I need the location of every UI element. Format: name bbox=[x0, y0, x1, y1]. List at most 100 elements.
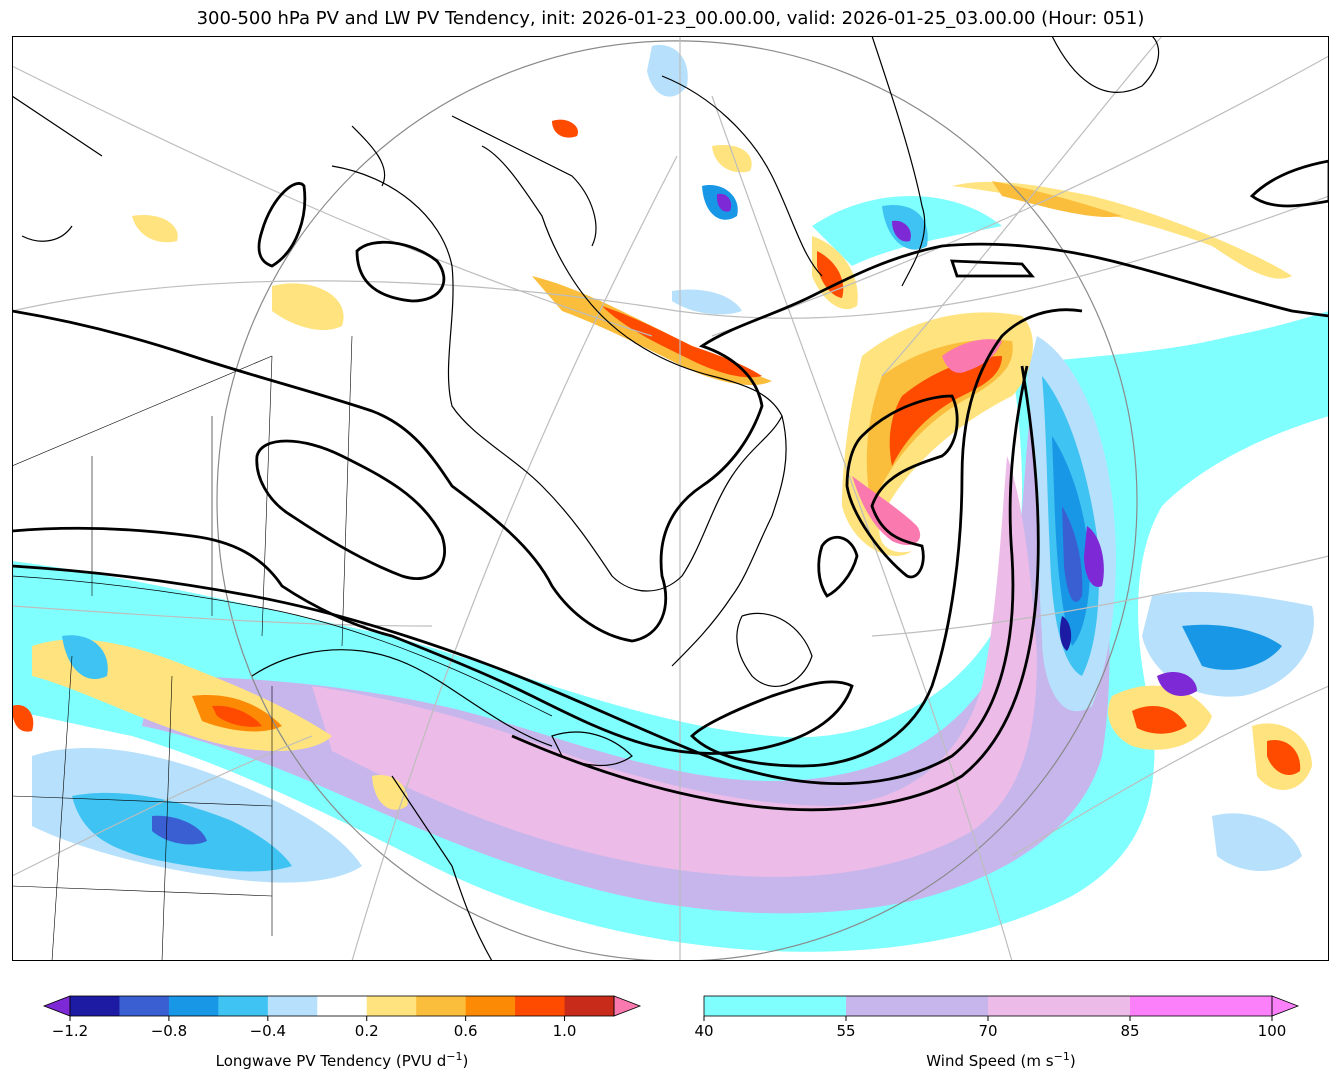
pv-swatch bbox=[465, 996, 516, 1016]
graticule-parallel-outer bbox=[216, 40, 1138, 961]
graticule-meridian-5 bbox=[711, 55, 1329, 337]
graticule-meridian-4 bbox=[12, 65, 653, 337]
graticule-meridian-10 bbox=[12, 735, 313, 877]
pv-contour-closed-3 bbox=[257, 182, 307, 268]
map-canvas bbox=[12, 36, 1329, 961]
pv-swatch bbox=[119, 996, 170, 1016]
pv-colorbar-label: Longwave PV Tendency (PVU d−1) bbox=[215, 1050, 469, 1070]
pv-colorbar-frame bbox=[69, 995, 615, 1017]
pv-tick-label: −0.4 bbox=[249, 1022, 287, 1040]
wind-swatch bbox=[1130, 996, 1273, 1016]
pv-neg-band-4 bbox=[1062, 506, 1083, 602]
pv-tendency-colorbar bbox=[42, 995, 642, 1021]
graticule-meridian-9 bbox=[1011, 685, 1329, 857]
wind-speed-colorbar bbox=[703, 995, 1300, 1021]
map-title: 300-500 hPa PV and LW PV Tendency, init:… bbox=[196, 8, 1145, 29]
state-lines bbox=[12, 655, 273, 961]
atlantic-coast bbox=[391, 775, 493, 961]
pv-swatch bbox=[416, 996, 467, 1016]
arctic-islands bbox=[351, 115, 597, 247]
pv-tick-label: 1.0 bbox=[552, 1022, 577, 1040]
map-frame bbox=[12, 36, 1329, 961]
wind-tick-label: 40 bbox=[694, 1022, 714, 1040]
wind-colorbar-label: Wind Speed (m s−1) bbox=[926, 1050, 1076, 1070]
pv-contour-closed-5 bbox=[1249, 159, 1329, 208]
newfoundland bbox=[736, 612, 813, 687]
pv-swatch-over bbox=[613, 995, 642, 1017]
pv-contour-1 bbox=[12, 242, 1329, 643]
pv-swatch bbox=[317, 996, 368, 1016]
pv-colorbar-swatches bbox=[42, 995, 642, 1021]
pv-contour-2 bbox=[12, 308, 1083, 768]
pv-swatch bbox=[70, 996, 120, 1016]
pv-neg-band-14 bbox=[647, 45, 688, 97]
wind-swatch bbox=[988, 996, 1131, 1016]
pv-pos-band-23 bbox=[552, 119, 578, 138]
wind-tick-label: 70 bbox=[978, 1022, 998, 1040]
graticule bbox=[12, 36, 1329, 961]
us-canada-border bbox=[12, 575, 553, 717]
wind-tick-label: 85 bbox=[1120, 1022, 1140, 1040]
pv-pos-band-7 bbox=[602, 306, 762, 378]
great-lakes-coast bbox=[251, 649, 553, 747]
pv-pos-band-14 bbox=[212, 705, 262, 727]
pv-colorbar-ticks: −1.2 −0.8 −0.4 0.2 0.6 1.0 bbox=[44, 1022, 640, 1042]
pv-pos-band-4 bbox=[942, 339, 1002, 373]
pv-neg-band-9 bbox=[1157, 671, 1197, 696]
baffin-coast bbox=[661, 75, 823, 277]
pv-pos-band-19 bbox=[272, 283, 344, 331]
pv-swatch bbox=[564, 996, 615, 1016]
pv-neg-band-8 bbox=[1182, 624, 1282, 670]
pv-tick-label: −0.8 bbox=[150, 1022, 188, 1040]
pv-swatch-under bbox=[42, 995, 71, 1017]
pv-neg-band-19 bbox=[672, 289, 742, 315]
pv-tick-label: 0.2 bbox=[354, 1022, 379, 1040]
graticule-meridian-2 bbox=[351, 155, 678, 961]
graticule-meridian-6 bbox=[871, 555, 1329, 637]
wind-colorbar-ticks: 40 55 70 85 100 bbox=[694, 1022, 1298, 1042]
pv-pos-band-9 bbox=[817, 251, 844, 298]
wind-70-band bbox=[312, 456, 1037, 877]
pv-pos-band-16 bbox=[1132, 706, 1187, 734]
labrador-coast bbox=[671, 415, 787, 667]
wind-swatch bbox=[846, 996, 989, 1016]
wind-tick-label: 100 bbox=[1257, 1022, 1287, 1040]
pv-swatch bbox=[168, 996, 219, 1016]
province-lines bbox=[12, 335, 353, 647]
hudson-bay-coast bbox=[331, 145, 783, 592]
wind-tick-label: 55 bbox=[836, 1022, 856, 1040]
graticule-meridian-8 bbox=[881, 36, 1163, 377]
pv-contour-closed-7 bbox=[817, 535, 859, 598]
pv-contour-closed-2 bbox=[355, 240, 446, 303]
pv-swatch bbox=[515, 996, 566, 1016]
pv-neg-band-5 bbox=[1084, 526, 1104, 587]
map-panel bbox=[12, 36, 1329, 961]
pv-pos-band-10 bbox=[952, 181, 1292, 279]
pv-pos-band-11 bbox=[992, 181, 1122, 217]
pv-contour-closed-6 bbox=[845, 394, 959, 579]
wind-colorbar-swatches bbox=[703, 995, 1300, 1021]
pv-pos-band-3 bbox=[889, 356, 1002, 466]
pv-neg-band-6 bbox=[1059, 616, 1072, 651]
pv-contour-closed-1 bbox=[255, 439, 446, 580]
pv-swatch bbox=[366, 996, 417, 1016]
pv-contours bbox=[12, 159, 1329, 812]
pv-contour-3 bbox=[12, 365, 1029, 786]
pv-pos-band-20 bbox=[132, 215, 178, 243]
pv-swatch bbox=[218, 996, 269, 1016]
graticule-meridian-3 bbox=[711, 95, 1013, 961]
alaska-coast bbox=[12, 95, 103, 242]
pv-pos-band-21 bbox=[372, 775, 408, 810]
greenland-coast bbox=[871, 36, 1160, 287]
wind-swatch bbox=[704, 996, 847, 1016]
pv-pos-band-5 bbox=[852, 476, 921, 546]
pv-neg-band-18 bbox=[892, 220, 911, 242]
pv-neg-band-16 bbox=[716, 193, 732, 212]
pv-contour-4 bbox=[511, 365, 1040, 812]
pv-neg-band-12 bbox=[152, 815, 207, 845]
coastlines bbox=[12, 36, 1160, 961]
pv-pos-band-18 bbox=[1267, 740, 1301, 776]
pv-tick-label: 0.6 bbox=[453, 1022, 478, 1040]
pv-neg-band-20 bbox=[62, 635, 108, 680]
pv-tick-label: −1.2 bbox=[51, 1022, 89, 1040]
